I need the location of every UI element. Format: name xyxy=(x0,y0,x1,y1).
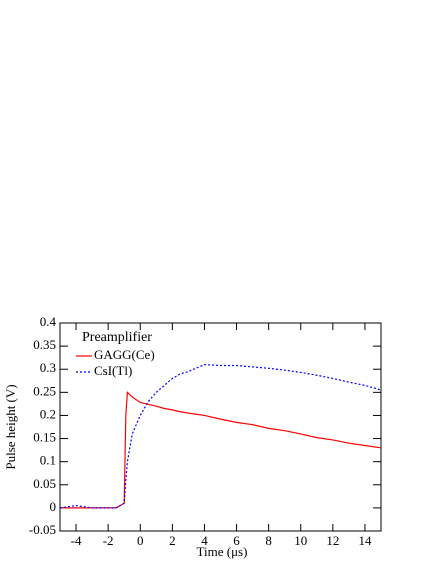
y-tick-label: 0.3 xyxy=(40,360,56,375)
y-tick-label: -0.05 xyxy=(29,522,56,537)
plot-frame xyxy=(59,322,382,532)
y-tick-label: 0.15 xyxy=(33,430,56,445)
x-tick-label: 4 xyxy=(201,533,208,548)
y-tick-label: 0.25 xyxy=(33,383,56,398)
legend-label: GAGG(Ce) xyxy=(94,347,155,362)
y-tick-label: 0.2 xyxy=(40,406,56,421)
x-tick-label: 8 xyxy=(265,533,272,548)
legend-title: Preamplifier xyxy=(82,330,152,345)
x-tick-label: 6 xyxy=(233,533,240,548)
data-line xyxy=(60,391,382,509)
y-tick-label: 0.35 xyxy=(33,337,56,352)
y-tick-label: 0.1 xyxy=(40,453,56,468)
x-tick-label: 2 xyxy=(169,533,176,548)
y-tick-label: 0.4 xyxy=(40,314,57,329)
x-tick-label: 0 xyxy=(137,533,144,548)
x-tick-label: 10 xyxy=(294,533,307,548)
legend-label: CsI(Tl) xyxy=(94,363,132,378)
y-tick-label: 0.05 xyxy=(33,476,56,491)
y-tick-label: 0 xyxy=(50,499,57,514)
data-line xyxy=(59,363,382,509)
x-tick-label: -2 xyxy=(103,533,114,548)
x-tick-label: 12 xyxy=(326,533,339,548)
x-tick-label: 14 xyxy=(358,533,372,548)
y-axis-label: Pulse height (V) xyxy=(3,384,18,469)
x-axis-label: Time (μs) xyxy=(197,544,248,559)
x-tick-label: -4 xyxy=(71,533,82,548)
